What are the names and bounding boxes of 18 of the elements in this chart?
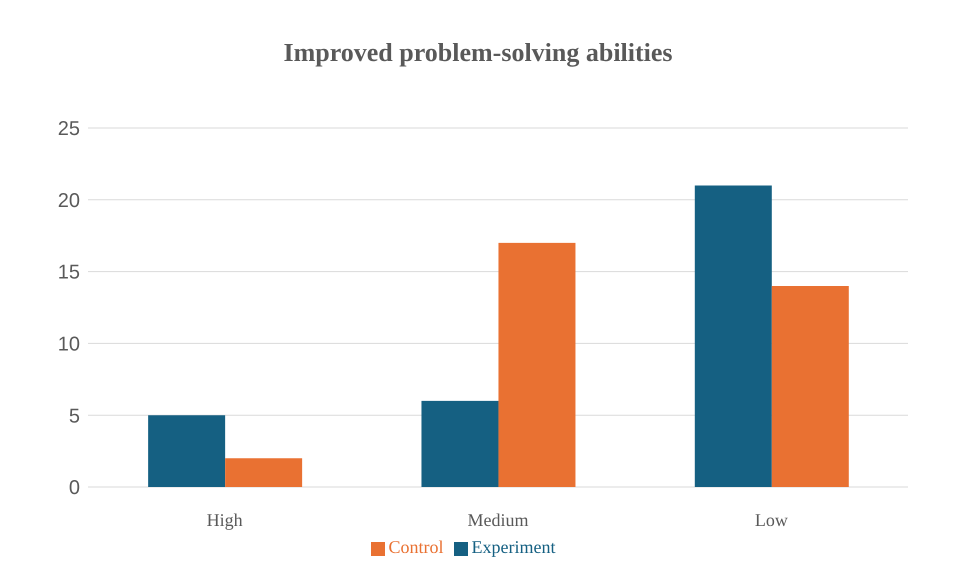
x-tick-label: Medium <box>468 510 528 530</box>
bar <box>694 185 772 487</box>
legend-label: Experiment <box>472 537 556 557</box>
legend-label: Control <box>388 537 444 557</box>
y-tick-label: 25 <box>58 118 80 140</box>
x-tick-label: High <box>206 510 243 530</box>
bar <box>225 458 302 487</box>
x-tick-label: Low <box>754 510 788 530</box>
y-tick-label: 15 <box>58 262 80 284</box>
bar <box>148 415 226 487</box>
bar <box>498 242 576 487</box>
bar <box>772 286 849 487</box>
y-tick-label: 10 <box>58 334 80 356</box>
y-tick-label: 5 <box>68 405 80 428</box>
bar <box>421 400 498 487</box>
y-tick-label: 20 <box>58 190 80 212</box>
y-tick-label: 0 <box>68 477 80 500</box>
chart-title: Improved problem-solving abilities <box>282 37 674 69</box>
